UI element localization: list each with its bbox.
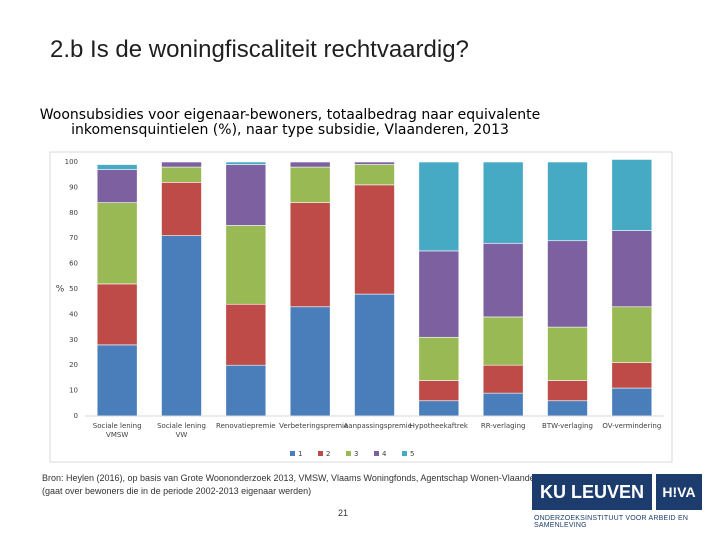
x-tick-label: RR-verlaging: [480, 422, 526, 430]
legend-label: 1: [298, 450, 302, 458]
bar-segment: [547, 380, 588, 402]
bar-segment: [482, 161, 524, 244]
page-number: 21: [338, 508, 349, 518]
bar-segment: [547, 240, 588, 328]
bar-segment: [289, 202, 331, 308]
bar-segment: [547, 326, 588, 381]
logo: KU LEUVEN: [532, 474, 652, 510]
y-tick-label: 30: [69, 336, 78, 344]
bar-segment: [289, 161, 331, 168]
bar-segment: [225, 164, 267, 226]
bar-segment: [611, 159, 653, 231]
bar-segment: [482, 242, 524, 318]
bar-segment: [547, 161, 588, 242]
legend-swatch: [374, 451, 379, 456]
bar-segment: [418, 400, 460, 417]
source: Bron: Heylen (2016), op basis van Grote …: [42, 472, 548, 498]
legend-swatch: [402, 451, 407, 456]
bar-segment: [482, 316, 524, 366]
bar-segment: [96, 202, 138, 285]
x-tick-label: Sociale lening VMSW: [92, 422, 142, 439]
x-tick-label: Verbeteringspremie: [279, 422, 349, 430]
bar-segment: [418, 250, 460, 338]
bar-segment: [482, 364, 524, 394]
bar-segment: [354, 184, 395, 295]
y-tick-label: 100: [65, 158, 78, 166]
legend-label: 2: [326, 450, 330, 458]
x-tick-label: Aanpassingspremie: [343, 422, 413, 430]
bar-segment: [611, 362, 653, 389]
bar-segment: [611, 387, 653, 417]
x-tick-label: Renovatiepremie: [216, 422, 276, 430]
bar-segment: [354, 164, 395, 186]
bar-segment: [418, 380, 460, 402]
bar-segment: [96, 169, 138, 203]
bar-segment: [161, 161, 202, 168]
bar-segment: [611, 306, 653, 363]
bar-segment: [482, 392, 524, 417]
bar-segment: [225, 161, 267, 165]
slide-title: 2.b Is de woningfiscaliteit rechtvaardig…: [50, 36, 469, 63]
legend-label: 3: [354, 450, 358, 458]
chart-title: Woonsubsidies voor eigenaar-bewoners, to…: [39, 107, 541, 138]
y-tick-label: 0: [74, 412, 78, 420]
y-tick-label: 50: [69, 285, 78, 293]
legend-swatch: [318, 451, 323, 456]
bar-segment: [161, 182, 202, 236]
bar-segment: [225, 303, 267, 366]
bar-segment: [161, 166, 202, 183]
y-axis-label: %: [56, 285, 65, 295]
bar-segment: [289, 306, 331, 417]
source-line: (gaat over bewoners die in de periode 20…: [42, 486, 312, 496]
bar-segment: [547, 400, 588, 417]
x-tick-label: BTW-verlaging: [542, 422, 593, 430]
y-tick-label: 40: [69, 310, 78, 318]
chart-frame: [49, 151, 673, 463]
legend-swatch: [346, 451, 351, 456]
bar-segment: [354, 161, 395, 165]
legend-label: 5: [410, 450, 414, 458]
y-tick-label: 70: [69, 234, 78, 242]
y-tick-label: 10: [69, 387, 78, 395]
bar-segment: [225, 225, 267, 305]
legend-swatch: [290, 451, 295, 456]
bar-segment: [418, 336, 460, 381]
y-tick-label: 90: [69, 183, 78, 191]
logo-caption: ONDERZOEKSINSTITUUT VOOR ARBEID EN SAMEN…: [534, 515, 689, 529]
bar-segment: [161, 235, 202, 417]
bar-segment: [225, 364, 267, 417]
y-tick-label: 20: [69, 361, 78, 369]
logo: H!VA: [656, 474, 702, 510]
bar-segment: [289, 166, 331, 203]
y-tick-label: 60: [69, 260, 78, 268]
bar-segment: [354, 293, 395, 417]
bar-segment: [96, 344, 138, 417]
y-tick-label: 80: [69, 209, 78, 217]
x-tick-label: Hypotheekaftrek: [409, 422, 468, 430]
x-tick-label: OV-vermindering: [602, 422, 662, 430]
bar-segment: [96, 283, 138, 346]
x-tick-label: Sociale lening VW: [157, 422, 206, 439]
bar-segment: [96, 164, 138, 170]
bar-segment: [418, 161, 460, 252]
bar-segment: [611, 230, 653, 308]
source-line: Bron: Heylen (2016), op basis van Grote …: [42, 473, 548, 483]
legend-label: 4: [382, 450, 387, 458]
